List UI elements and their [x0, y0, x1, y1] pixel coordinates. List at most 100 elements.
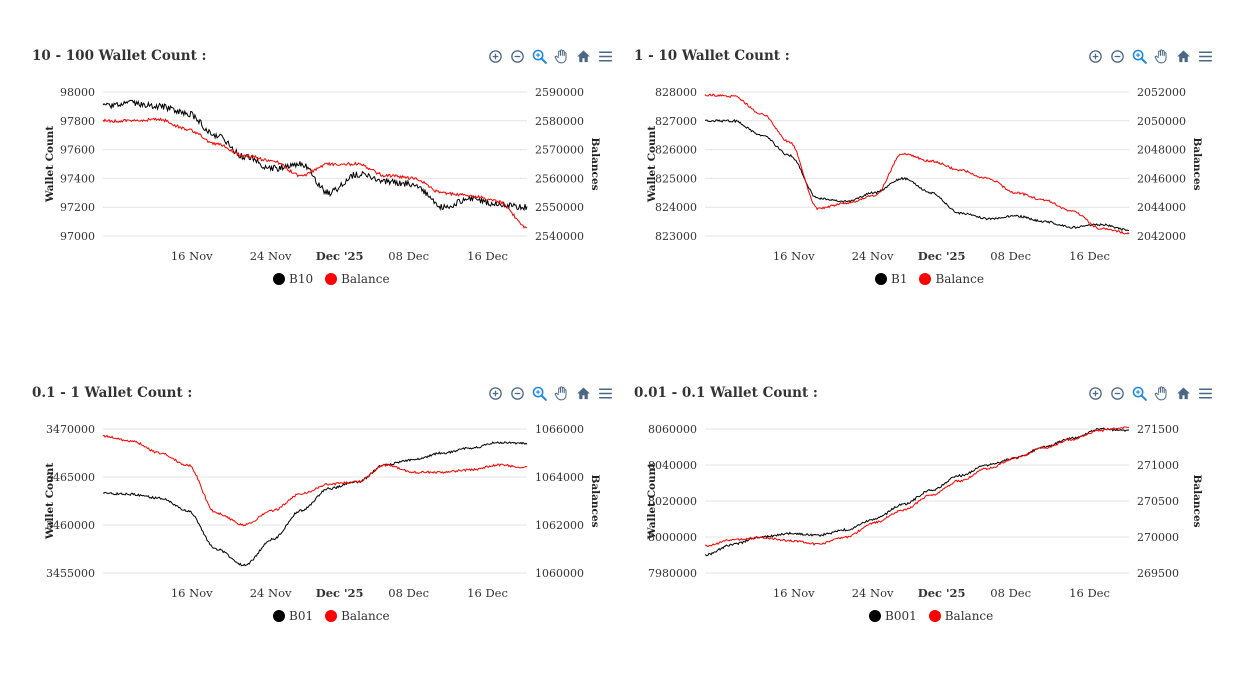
- home-reset-icon[interactable]: [1174, 47, 1193, 66]
- pan-hand-icon[interactable]: [1152, 47, 1171, 66]
- selection-zoom-icon: [532, 386, 547, 401]
- right-tick-label: 269500: [1137, 567, 1179, 580]
- right-axis-title: Balances: [1191, 137, 1203, 190]
- zoom-in-icon[interactable]: [1086, 384, 1105, 403]
- left-tick-label: 823000: [655, 230, 697, 243]
- zoom-out-icon[interactable]: [508, 384, 527, 403]
- chart-panel-0.01-0.1: 0.01 - 0.1 Wallet Count : 7980000 8000000…: [632, 377, 1232, 697]
- zoom-in-icon: [489, 49, 502, 63]
- zoom-in-icon: [1089, 386, 1102, 400]
- left-tick-label: 8020000: [648, 495, 697, 508]
- chart-title: 10 - 100 Wallet Count :: [32, 48, 207, 64]
- pan-hand-icon: [1154, 385, 1167, 400]
- x-tick-label: 16 Nov: [773, 249, 815, 263]
- selection-zoom-icon[interactable]: [1130, 384, 1149, 403]
- legend-item-b10[interactable]: B10: [273, 272, 313, 286]
- home-reset-icon[interactable]: [1174, 384, 1193, 403]
- series-line-b10: [102, 99, 528, 212]
- legend-item-balance[interactable]: Balance: [928, 609, 993, 623]
- legend-marker: [273, 610, 285, 622]
- menu-icon[interactable]: [1196, 384, 1215, 403]
- chart-toolbar: [1086, 383, 1215, 403]
- right-axis-title: Balances: [589, 474, 601, 527]
- x-tick-label: 08 Dec: [990, 249, 1031, 263]
- right-tick-label: 270500: [1137, 495, 1179, 508]
- zoom-out-icon[interactable]: [1108, 47, 1127, 66]
- pan-hand-icon: [554, 385, 567, 400]
- selection-zoom-icon[interactable]: [1130, 47, 1149, 66]
- legend-item-b001[interactable]: B001: [869, 609, 917, 623]
- left-tick-label: 3455000: [46, 567, 95, 580]
- legend-label: Balance: [935, 272, 984, 286]
- pan-hand-icon[interactable]: [1152, 384, 1171, 403]
- home-reset-icon[interactable]: [574, 384, 593, 403]
- left-tick-label: 3470000: [46, 423, 95, 436]
- menu-icon[interactable]: [596, 384, 615, 403]
- right-tick-label: 2044000: [1137, 201, 1186, 214]
- zoom-in-icon[interactable]: [486, 384, 505, 403]
- zoom-in-icon: [1089, 49, 1102, 63]
- right-tick-label: 2046000: [1137, 172, 1186, 185]
- x-tick-label: 16 Nov: [171, 586, 213, 600]
- legend-marker: [875, 273, 887, 285]
- legend-item-b1[interactable]: B1: [875, 272, 907, 286]
- line-chart[interactable]: 823000 824000 825000 826000 827000 828000 2042…: [632, 40, 1232, 270]
- x-tick-label: 08 Dec: [990, 586, 1031, 600]
- left-tick-label: 825000: [655, 172, 697, 185]
- chart-toolbar: [486, 46, 615, 66]
- right-tick-label: 1062000: [535, 519, 584, 532]
- right-tick-label: 2580000: [535, 115, 584, 128]
- pan-hand-icon: [1154, 48, 1167, 63]
- zoom-out-icon: [511, 49, 524, 63]
- legend-marker: [325, 273, 338, 285]
- menu-icon[interactable]: [1196, 47, 1215, 66]
- left-tick-label: 8060000: [648, 423, 697, 436]
- legend-marker: [869, 610, 881, 622]
- right-tick-label: 270000: [1137, 531, 1179, 544]
- zoom-in-icon[interactable]: [1086, 47, 1105, 66]
- series-line-b01: [102, 441, 528, 567]
- pan-hand-icon[interactable]: [552, 384, 571, 403]
- right-tick-label: 2590000: [535, 86, 584, 99]
- zoom-out-icon: [1111, 49, 1124, 63]
- line-chart[interactable]: 3455000 3460000 3465000 3470000 1060000 10620…: [30, 377, 630, 607]
- x-tick-label: 16 Dec: [1069, 586, 1110, 600]
- left-tick-label: 97400: [60, 172, 95, 185]
- right-tick-label: 271500: [1137, 423, 1179, 436]
- selection-zoom-icon[interactable]: [530, 384, 549, 403]
- home-reset-icon[interactable]: [574, 47, 593, 66]
- legend-item-balance[interactable]: Balance: [325, 272, 390, 286]
- pan-hand-icon[interactable]: [552, 47, 571, 66]
- left-axis-title: Wallet Count: [44, 463, 56, 540]
- legend-item-balance[interactable]: Balance: [919, 272, 984, 286]
- line-chart[interactable]: 7980000 8000000 8020000 8040000 8060000 26950…: [632, 377, 1232, 607]
- selection-zoom-icon[interactable]: [530, 47, 549, 66]
- zoom-out-icon[interactable]: [1108, 384, 1127, 403]
- right-tick-label: 2042000: [1137, 230, 1186, 243]
- series-line-b1: [705, 118, 1130, 232]
- menu-icon[interactable]: [596, 47, 615, 66]
- left-tick-label: 8040000: [648, 459, 697, 472]
- selection-zoom-icon: [1132, 386, 1147, 401]
- left-tick-label: 97000: [60, 230, 95, 243]
- legend-marker: [325, 610, 338, 622]
- right-tick-label: 2560000: [535, 172, 584, 185]
- x-tick-label: 16 Dec: [467, 586, 508, 600]
- legend-label: B10: [289, 272, 314, 286]
- line-chart[interactable]: 97000 97200 97400 97600 97800 98000 2540000 255…: [30, 40, 630, 270]
- home-reset-icon: [1177, 386, 1190, 399]
- legend-item-balance[interactable]: Balance: [325, 609, 390, 623]
- legend-label: B001: [885, 609, 917, 623]
- zoom-out-icon[interactable]: [508, 47, 527, 66]
- x-tick-label: 24 Nov: [250, 586, 292, 600]
- x-tick-label: Dec '25: [316, 249, 364, 263]
- chart-title: 1 - 10 Wallet Count :: [634, 48, 790, 64]
- zoom-in-icon[interactable]: [486, 47, 505, 66]
- x-tick-label: 16 Dec: [467, 249, 508, 263]
- menu-icon: [1199, 51, 1212, 61]
- right-tick-label: 1064000: [535, 471, 584, 484]
- x-tick-label: 24 Nov: [250, 249, 292, 263]
- selection-zoom-icon: [532, 49, 547, 64]
- legend-item-b01[interactable]: B01: [273, 609, 313, 623]
- home-reset-icon: [577, 386, 590, 399]
